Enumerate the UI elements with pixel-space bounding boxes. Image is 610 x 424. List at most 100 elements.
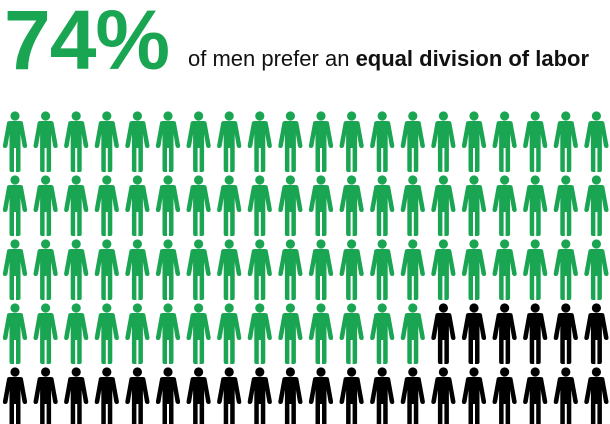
person-icon: [461, 175, 487, 236]
person-icon: [125, 239, 150, 300]
person-icon: [370, 175, 395, 236]
person-icon: [94, 111, 119, 172]
person-icon: [278, 239, 303, 300]
person-icon: [155, 111, 181, 172]
person-icon: [553, 175, 578, 236]
person-icon: [461, 367, 487, 424]
person-icon: [400, 367, 425, 424]
person-icon: [186, 239, 211, 300]
person-icon: [339, 367, 364, 424]
person-icon: [584, 111, 609, 172]
person-icon: [155, 175, 181, 236]
person-icon: [155, 239, 181, 300]
person-icon: [400, 239, 425, 300]
person-icon: [553, 111, 578, 172]
person-icon: [33, 303, 58, 364]
person-icon: [400, 303, 425, 364]
person-icon: [125, 175, 150, 236]
person-icon: [492, 175, 517, 236]
person-icon: [461, 303, 487, 364]
person-icon: [217, 239, 242, 300]
person-icon: [278, 303, 303, 364]
person-icon: [125, 303, 150, 364]
person-icon: [247, 175, 272, 236]
caption: of men prefer an equal division of labor: [188, 46, 589, 72]
person-icon: [492, 111, 517, 172]
person-icon: [370, 111, 395, 172]
person-icon: [523, 175, 548, 236]
person-icon: [308, 111, 334, 172]
person-icon: [247, 367, 272, 424]
caption-text: of men prefer an: [188, 46, 350, 71]
person-icon: [431, 303, 456, 364]
person-icon: [64, 239, 89, 300]
person-icon: [584, 303, 609, 364]
percent-figure: 74%: [4, 0, 170, 87]
person-icon: [584, 175, 609, 236]
person-icon: [523, 239, 548, 300]
person-icon: [278, 175, 303, 236]
person-icon: [400, 175, 425, 236]
person-icon: [94, 239, 119, 300]
pictogram-grid: [0, 108, 610, 424]
person-icon: [64, 367, 89, 424]
person-icon: [370, 367, 395, 424]
person-icon: [400, 111, 425, 172]
person-icon: [370, 303, 395, 364]
person-icon: [431, 175, 456, 236]
person-icon: [584, 367, 609, 424]
person-icon: [553, 239, 578, 300]
person-icon: [492, 239, 517, 300]
person-icon: [308, 175, 334, 236]
pictogram-svg: [2, 111, 609, 424]
person-icon: [553, 367, 578, 424]
person-icon: [186, 367, 211, 424]
person-icon: [553, 303, 578, 364]
person-icon: [492, 367, 517, 424]
person-icon: [247, 303, 272, 364]
person-icon: [308, 303, 334, 364]
person-icon: [492, 303, 517, 364]
person-icon: [64, 303, 89, 364]
person-icon: [217, 175, 242, 236]
person-icon: [339, 239, 364, 300]
person-icon: [186, 111, 211, 172]
person-icon: [523, 367, 548, 424]
person-icon: [247, 239, 272, 300]
person-icon: [339, 111, 364, 172]
person-icon: [523, 111, 548, 172]
person-icon: [523, 303, 548, 364]
person-icon: [33, 111, 58, 172]
person-icon: [461, 111, 487, 172]
caption-emphasis: equal division of labor: [355, 46, 590, 71]
person-icon: [33, 239, 58, 300]
person-icon: [33, 367, 58, 424]
person-icon: [584, 239, 609, 300]
person-icon: [308, 367, 334, 424]
person-icon: [2, 367, 28, 424]
person-icon: [370, 239, 395, 300]
person-icon: [2, 239, 28, 300]
person-icon: [2, 111, 28, 172]
person-icon: [64, 175, 89, 236]
person-icon: [186, 175, 211, 236]
person-icon: [431, 367, 456, 424]
person-icon: [33, 175, 58, 236]
person-icon: [186, 303, 211, 364]
person-icon: [125, 111, 150, 172]
person-icon: [431, 111, 456, 172]
person-icon: [431, 239, 456, 300]
person-icon: [247, 111, 272, 172]
person-icon: [155, 303, 181, 364]
person-icon: [2, 303, 28, 364]
person-icon: [308, 239, 334, 300]
person-icon: [94, 175, 119, 236]
person-icon: [461, 239, 487, 300]
person-icon: [217, 111, 242, 172]
person-icon: [278, 367, 303, 424]
person-icon: [339, 303, 364, 364]
person-icon: [125, 367, 150, 424]
person-icon: [94, 367, 119, 424]
person-icon: [217, 367, 242, 424]
